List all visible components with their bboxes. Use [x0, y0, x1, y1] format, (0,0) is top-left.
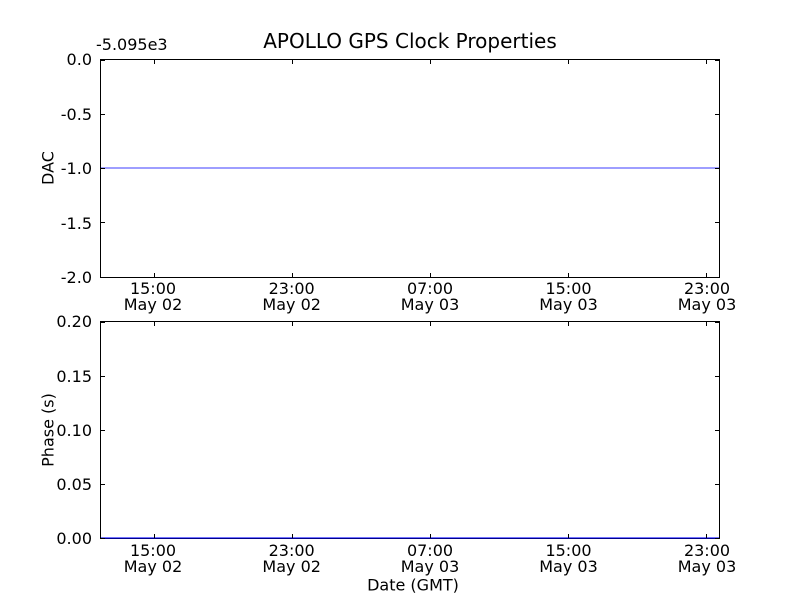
- dac-axis-label: DAC: [38, 151, 58, 185]
- tick-mark: [715, 222, 719, 224]
- xtick-date: May 03: [539, 556, 598, 576]
- ytick-label: -0.5: [60, 104, 92, 124]
- chart-title: APOLLO GPS Clock Properties: [263, 29, 557, 53]
- tick-mark: [153, 60, 155, 64]
- tick-mark: [715, 537, 719, 539]
- tick-mark: [291, 534, 293, 538]
- ytick-label: 0.15: [56, 366, 92, 386]
- xtick-time: 07:00: [406, 279, 454, 298]
- ytick-label: 0.10: [56, 420, 92, 440]
- dac-data-line: [101, 167, 719, 169]
- tick-mark: [101, 222, 105, 224]
- xtick-label: 23:00 May 02: [244, 543, 340, 574]
- tick-mark: [715, 276, 719, 278]
- xtick-time: 23:00: [683, 541, 731, 560]
- tick-mark: [715, 113, 719, 115]
- ytick-label: -1.0: [60, 159, 92, 178]
- tick-mark: [705, 60, 707, 64]
- tick-mark: [153, 534, 155, 538]
- xtick-label: 23:00 May 02: [244, 281, 340, 312]
- xtick-label: 07:00 May 03: [382, 281, 478, 312]
- tick-mark: [715, 375, 719, 377]
- tick-mark: [291, 60, 293, 64]
- xtick-date: May 02: [262, 556, 321, 576]
- xtick-time: 23:00: [268, 279, 315, 298]
- xtick-label: 23:00 May 03: [659, 543, 755, 574]
- xtick-time: 23:00: [268, 541, 315, 560]
- xtick-date: May 03: [677, 556, 737, 576]
- tick-mark: [101, 168, 105, 169]
- tick-mark: [715, 168, 719, 169]
- xtick-time: 07:00: [406, 541, 454, 560]
- tick-mark: [715, 59, 719, 61]
- xtick-date: May 02: [123, 294, 183, 314]
- tick-mark: [101, 483, 105, 485]
- ytick-label: -2.0: [60, 268, 92, 287]
- x-axis-label: Date (GMT): [367, 575, 459, 595]
- tick-mark: [101, 276, 105, 278]
- tick-mark: [429, 60, 431, 64]
- tick-mark: [101, 59, 105, 61]
- dac-plot-area: [100, 59, 720, 278]
- xtick-time: 23:00: [683, 279, 731, 298]
- xtick-label: 23:00 May 03: [659, 281, 755, 312]
- tick-mark: [568, 322, 570, 326]
- xtick-time: 15:00: [545, 279, 592, 298]
- xtick-label: 15:00 May 02: [105, 281, 201, 312]
- phase-data-line: [101, 537, 719, 539]
- tick-mark: [101, 429, 105, 431]
- xtick-date: May 02: [262, 294, 321, 314]
- y-axis-offset-text: -5.095e3: [96, 35, 168, 54]
- tick-mark: [101, 537, 105, 539]
- tick-mark: [101, 375, 105, 377]
- xtick-date: May 03: [400, 556, 460, 576]
- ytick-label: -1.5: [60, 213, 92, 233]
- xtick-label: 07:00 May 03: [382, 543, 478, 574]
- xtick-date: May 02: [123, 556, 183, 576]
- ytick-label: 0.0: [66, 50, 92, 69]
- tick-mark: [429, 273, 431, 277]
- tick-mark: [715, 429, 719, 431]
- tick-mark: [291, 273, 293, 277]
- xtick-label: 15:00 May 03: [521, 543, 617, 574]
- tick-mark: [429, 534, 431, 538]
- phase-axis-label: Phase (s): [38, 393, 58, 467]
- xtick-time: 15:00: [129, 541, 177, 560]
- ytick-label: 0.20: [56, 312, 92, 331]
- phase-plot-area: [100, 321, 720, 539]
- tick-mark: [429, 322, 431, 326]
- tick-mark: [568, 60, 570, 64]
- tick-mark: [291, 322, 293, 326]
- xtick-label: 15:00 May 03: [521, 281, 617, 312]
- tick-mark: [705, 534, 707, 538]
- tick-mark: [715, 483, 719, 485]
- xtick-time: 15:00: [129, 279, 177, 298]
- tick-mark: [101, 113, 105, 115]
- xtick-label: 15:00 May 02: [105, 543, 201, 574]
- tick-mark: [568, 273, 570, 277]
- tick-mark: [153, 322, 155, 326]
- xtick-date: May 03: [539, 294, 598, 314]
- ytick-label: 0.00: [56, 529, 92, 548]
- tick-mark: [568, 534, 570, 538]
- tick-mark: [705, 273, 707, 277]
- tick-mark: [715, 321, 719, 323]
- tick-mark: [101, 321, 105, 323]
- xtick-date: May 03: [677, 294, 737, 314]
- xtick-time: 15:00: [545, 541, 592, 560]
- tick-mark: [153, 273, 155, 277]
- tick-mark: [705, 322, 707, 326]
- xtick-date: May 03: [400, 294, 460, 314]
- ytick-label: 0.05: [56, 475, 92, 494]
